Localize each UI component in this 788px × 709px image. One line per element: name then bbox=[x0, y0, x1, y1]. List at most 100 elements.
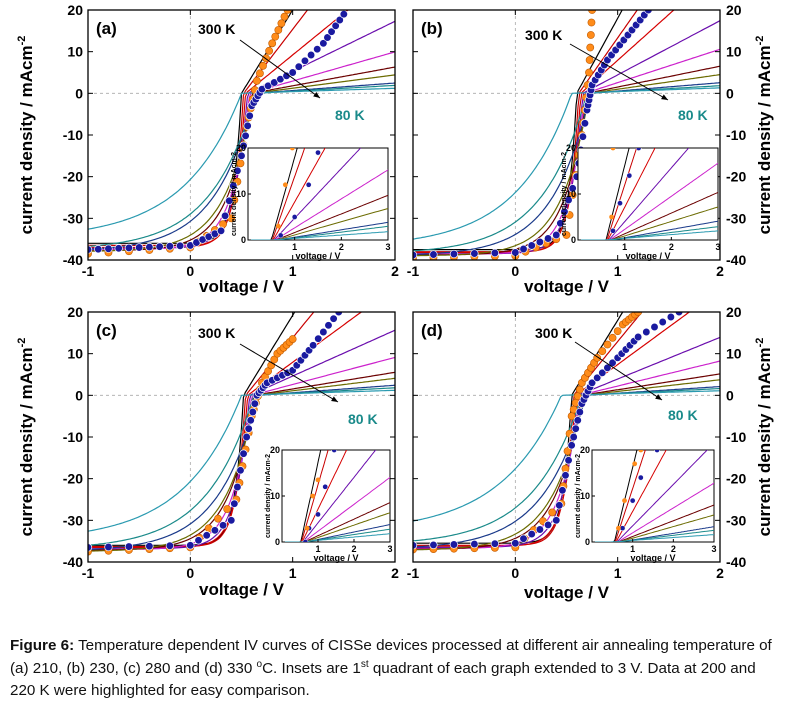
blue-point bbox=[666, 312, 676, 322]
blue-point bbox=[135, 243, 144, 252]
y-tick-label: 20 bbox=[67, 304, 83, 320]
inset-y-tick-label: 0 bbox=[571, 235, 576, 245]
caption-text-2: C. Insets are 1 bbox=[262, 659, 361, 677]
y-tick-label: 20 bbox=[726, 2, 742, 18]
orange-point bbox=[223, 505, 232, 513]
label-80k: 80 K bbox=[678, 107, 708, 123]
blue-point bbox=[642, 327, 651, 337]
arrow-line bbox=[569, 43, 669, 101]
inset-curve-7 bbox=[578, 220, 718, 240]
inset-curve-8 bbox=[282, 528, 390, 542]
temperature-curve-7 bbox=[413, 82, 720, 256]
x-axis-label: voltage / V bbox=[199, 580, 285, 599]
y-tick-label: 20 bbox=[67, 2, 83, 18]
y-tick-label: -40 bbox=[63, 554, 83, 570]
blue-point bbox=[218, 521, 228, 530]
y-axis-label: current density / mAcm-2 bbox=[16, 338, 36, 537]
inset-blue-point bbox=[637, 474, 644, 481]
blue-point bbox=[104, 542, 113, 552]
inset-curve-5 bbox=[578, 191, 718, 240]
inset-x-axis-label: voltage / V bbox=[313, 553, 358, 563]
inset-orange-point bbox=[275, 223, 281, 229]
x-tick-label: -1 bbox=[407, 565, 420, 581]
blue-point bbox=[552, 516, 561, 525]
inset-curve-4 bbox=[282, 477, 390, 542]
inset-y-tick-label: 10 bbox=[566, 189, 576, 199]
blue-point bbox=[556, 219, 565, 228]
x-tick-label: -1 bbox=[407, 263, 420, 279]
inset-y-tick-label: 10 bbox=[580, 491, 590, 501]
inset-blue-point bbox=[654, 450, 660, 453]
y-tick-label: -30 bbox=[726, 210, 746, 226]
inset-curve-6 bbox=[578, 206, 718, 240]
inset-blue-point bbox=[315, 511, 321, 518]
inset-curve-7 bbox=[248, 221, 388, 240]
inset-curve-6 bbox=[248, 208, 388, 240]
blue-point bbox=[560, 207, 569, 216]
blue-point bbox=[244, 424, 253, 433]
inset-curve-9 bbox=[248, 231, 388, 240]
blue-point bbox=[225, 196, 234, 205]
blue-point bbox=[429, 540, 438, 550]
y-tick-label: -40 bbox=[726, 252, 746, 268]
blue-point bbox=[233, 482, 242, 492]
blue-point bbox=[155, 242, 164, 251]
blue-point bbox=[587, 378, 597, 387]
temperature-curve-9 bbox=[413, 390, 720, 522]
inset-x-tick-label: 2 bbox=[351, 544, 356, 554]
inset-x-tick-label: 2 bbox=[669, 242, 674, 252]
temperature-curve-8 bbox=[88, 387, 395, 546]
blue-series bbox=[88, 312, 343, 552]
blue-point bbox=[571, 424, 580, 433]
inset-blue-point bbox=[315, 149, 321, 156]
orange-point bbox=[587, 18, 596, 27]
blue-point bbox=[194, 536, 203, 545]
y-tick-label: 10 bbox=[67, 346, 83, 362]
inset-curve-3 bbox=[592, 450, 708, 542]
blue-point bbox=[429, 250, 438, 259]
inset-curves bbox=[578, 148, 718, 240]
inset-x-axis-label: voltage / V bbox=[625, 251, 670, 261]
label-300k: 300 K bbox=[198, 325, 235, 341]
inset-x-tick-label: 2 bbox=[339, 242, 344, 252]
y-tick-label: -30 bbox=[726, 512, 746, 528]
blue-point bbox=[580, 119, 590, 128]
blue-point bbox=[519, 534, 528, 543]
inset-curves bbox=[248, 148, 388, 240]
orange-point bbox=[214, 514, 222, 523]
inset-x-tick-label: 1 bbox=[622, 242, 627, 252]
arrow-head bbox=[655, 394, 662, 400]
y-tick-label: -20 bbox=[726, 471, 746, 487]
x-tick-label: 1 bbox=[614, 263, 622, 279]
blue-point bbox=[598, 368, 607, 377]
orange-point bbox=[588, 10, 596, 14]
blue-point bbox=[561, 471, 570, 480]
blue-point bbox=[313, 45, 322, 54]
x-tick-label: 0 bbox=[186, 263, 194, 279]
orange-point bbox=[585, 56, 594, 64]
inset-curve-9 bbox=[578, 230, 718, 240]
blue-point bbox=[237, 151, 246, 160]
blue-point bbox=[535, 237, 545, 247]
blue-point bbox=[248, 407, 257, 417]
blue-point bbox=[314, 334, 323, 343]
blue-point bbox=[331, 21, 340, 30]
temperature-curve-8 bbox=[413, 85, 720, 252]
blue-point bbox=[555, 501, 564, 510]
panel-label: (d) bbox=[421, 321, 443, 340]
inset-y-axis-label: current density / mAcm-2 bbox=[575, 454, 582, 538]
inset-x-tick-label: 2 bbox=[671, 544, 676, 554]
inset-curve-0 bbox=[248, 148, 298, 240]
caption-text-3: quadrant of each graph extended to 3 V. … bbox=[10, 659, 756, 700]
orange-point bbox=[265, 46, 274, 55]
blue-point bbox=[300, 56, 310, 65]
y-tick-label: 10 bbox=[726, 346, 742, 362]
caption-degree: o bbox=[256, 658, 263, 670]
label-300k: 300 K bbox=[198, 21, 235, 37]
orange-point bbox=[219, 220, 227, 229]
y-tick-label: -20 bbox=[726, 169, 746, 185]
inset-y-tick-label: 0 bbox=[241, 235, 246, 245]
y-tick-label: -10 bbox=[726, 429, 746, 445]
inset-curve-8 bbox=[248, 225, 388, 240]
